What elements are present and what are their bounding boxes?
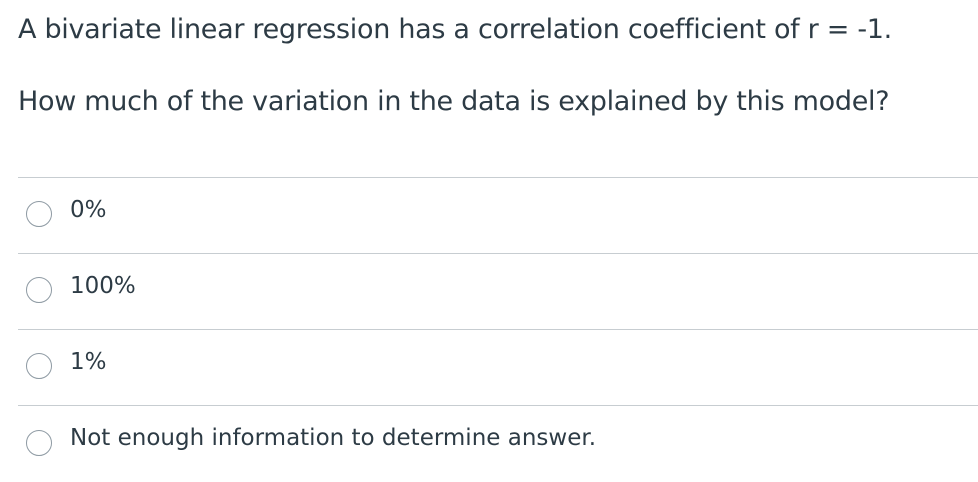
option-label[interactable]: Not enough information to determine answ…	[70, 425, 597, 451]
answer-option[interactable]: Not enough information to determine answ…	[0, 405, 978, 481]
answer-option[interactable]: 1%	[0, 329, 978, 405]
radio-button[interactable]	[26, 277, 52, 303]
separator	[18, 177, 978, 178]
radio-button[interactable]	[26, 430, 52, 456]
option-label[interactable]: 0%	[70, 197, 107, 223]
radio-button[interactable]	[26, 201, 52, 227]
question-line: A bivariate linear regression has a corr…	[18, 14, 892, 45]
question-line: How much of the variation in the data is…	[18, 86, 890, 117]
separator	[18, 253, 978, 254]
answer-option[interactable]: 0%	[0, 177, 978, 253]
radio-button[interactable]	[26, 353, 52, 379]
option-label[interactable]: 100%	[70, 273, 136, 299]
separator	[18, 405, 978, 406]
option-label[interactable]: 1%	[70, 349, 107, 375]
separator	[18, 329, 978, 330]
answer-option[interactable]: 100%	[0, 253, 978, 329]
